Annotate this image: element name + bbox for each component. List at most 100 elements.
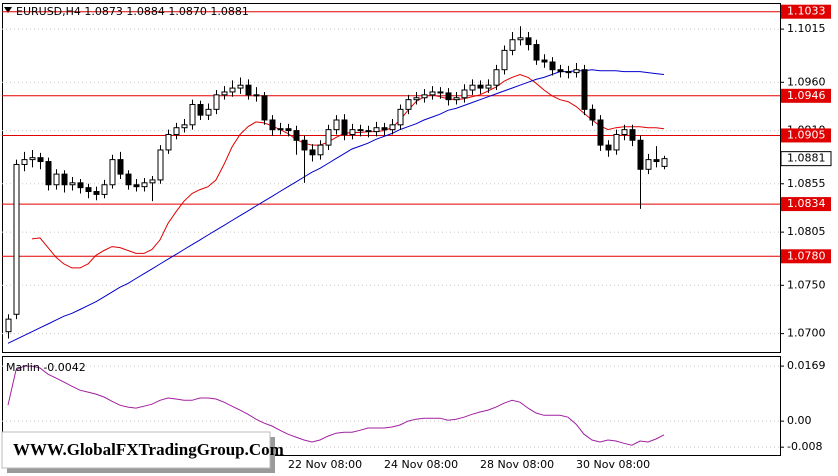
candle-body	[45, 161, 52, 186]
y-tick-label: 1.0960	[787, 75, 826, 88]
candle-body	[317, 144, 324, 156]
last-price-bg	[780, 151, 832, 167]
candle-body	[149, 179, 156, 184]
level-label-bg	[781, 88, 831, 103]
candle-body	[237, 84, 244, 89]
candle-body	[85, 187, 92, 193]
candle-body	[21, 159, 28, 165]
candle-body	[61, 173, 68, 186]
indicator-line	[7, 365, 665, 446]
candle-body	[309, 149, 316, 156]
level-label-bg	[781, 197, 831, 212]
candle-body	[133, 184, 140, 188]
candle-body	[77, 182, 84, 189]
candle-body	[493, 69, 500, 86]
y-tick-label: 1.0855	[787, 177, 826, 190]
candle-body	[301, 139, 308, 151]
candle-body	[485, 84, 492, 89]
candle-body	[341, 119, 348, 135]
candle-body	[549, 61, 556, 71]
candle-body	[157, 149, 164, 181]
watermark-text: WWW.GlobalFXTradingGroup.Com	[13, 440, 284, 459]
candle-body	[13, 163, 20, 315]
candle-body	[293, 130, 300, 141]
candle-body	[213, 94, 220, 110]
indicator-title: Marlin -0.0042	[6, 361, 86, 374]
candle-body	[365, 130, 372, 133]
level-label: 1.0834	[787, 197, 826, 210]
candle-body	[637, 139, 644, 170]
candle-body	[429, 91, 436, 96]
y-tick-label: 1.0750	[787, 278, 826, 291]
candle-body	[565, 71, 572, 74]
candle-body	[533, 44, 540, 61]
candle-body	[421, 94, 428, 99]
candle-body	[109, 159, 116, 186]
candle-body	[277, 128, 284, 131]
candle-body	[37, 157, 44, 163]
candle-body	[173, 127, 180, 135]
chart-title: EURUSD,H4 1.0873 1.0884 1.0870 1.0881	[16, 5, 249, 18]
candle-body	[597, 119, 604, 146]
indicator-line	[31, 73, 665, 269]
last-price-label: 1.0881	[787, 152, 826, 165]
candle-body	[437, 91, 444, 94]
candle-body	[557, 69, 564, 73]
candle-body	[469, 84, 476, 91]
candle-body	[125, 173, 132, 186]
candle-body	[93, 191, 100, 195]
menu-triangle	[4, 7, 12, 13]
sub-panel-frame	[2, 356, 781, 456]
candle-body	[453, 97, 460, 101]
candle-body	[245, 84, 252, 96]
y-tick-label: 0.00	[787, 414, 812, 427]
y-tick-label: 1.0805	[787, 225, 826, 238]
candle-body	[581, 69, 588, 110]
candle-body	[165, 133, 172, 151]
candle-body	[197, 104, 204, 116]
candle-body	[69, 182, 76, 186]
candle-body	[621, 129, 628, 135]
candle-body	[477, 84, 484, 89]
level-label: 1.0905	[787, 128, 826, 141]
candle-body	[573, 69, 580, 74]
candle-body	[205, 108, 212, 116]
candle-body	[645, 159, 652, 170]
candle-body	[525, 37, 532, 46]
candle-body	[405, 99, 412, 110]
candle-body	[5, 318, 12, 333]
y-tick-label: 1.1015	[787, 22, 826, 35]
candle-body	[269, 119, 276, 131]
level-label-bg	[781, 249, 831, 264]
candle-body	[357, 129, 364, 132]
candle-body	[141, 182, 148, 188]
candle-body	[653, 159, 660, 163]
candle-body	[629, 129, 636, 141]
candle-body	[501, 49, 508, 71]
candle-body	[509, 39, 516, 51]
plot-layer: 1.07001.07501.08051.08551.09101.09601.10…	[2, 4, 832, 471]
y-tick-label: 1.0700	[787, 327, 826, 340]
level-label: 1.0780	[787, 249, 826, 262]
candle-body	[53, 173, 60, 186]
candle-body	[101, 184, 108, 195]
candle-body	[389, 124, 396, 131]
candle-body	[229, 87, 236, 93]
candle-body	[517, 37, 524, 41]
candle-body	[253, 94, 260, 97]
level-label-bg	[781, 128, 831, 143]
candle-body	[373, 127, 380, 133]
x-tick-label: 22 Nov 08:00	[288, 458, 362, 471]
candle-body	[333, 119, 340, 131]
candle-body	[605, 144, 612, 151]
candle-body	[661, 158, 668, 167]
main-panel-frame	[2, 3, 781, 353]
candle-body	[541, 59, 548, 63]
candle-body	[445, 92, 452, 101]
y-tick-label: -0.008	[787, 440, 822, 453]
watermark-bg	[1, 431, 271, 469]
candle-body	[29, 157, 36, 161]
